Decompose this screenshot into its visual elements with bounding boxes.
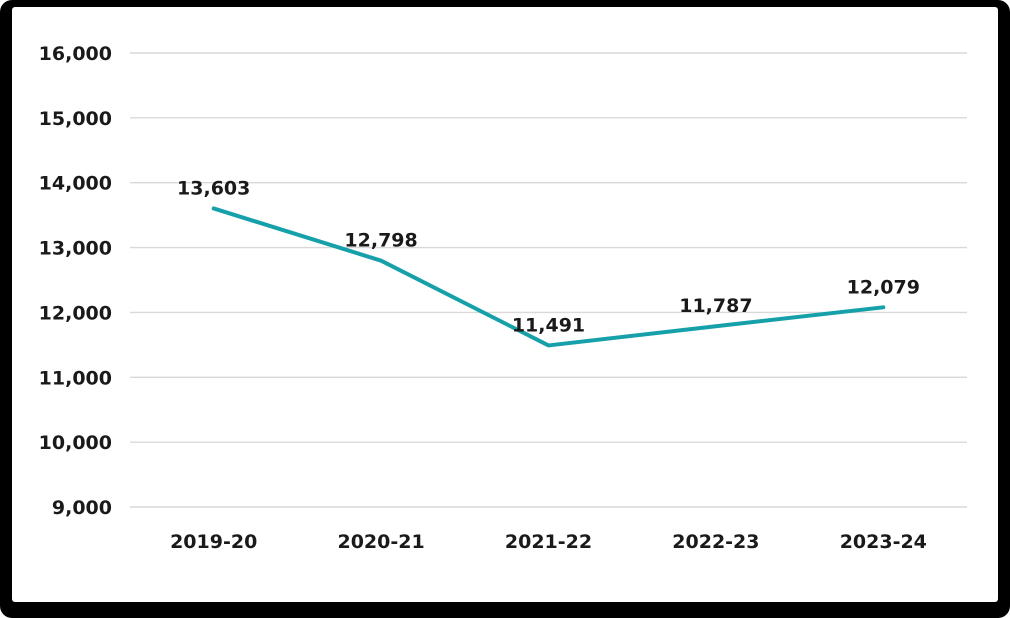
chart-surface: 16,000 15,000 14,000 13,000 12,000 11,000 10,0… [12,7,998,602]
data-label: 12,798 [344,230,417,252]
data-label: 11,787 [679,295,752,317]
x-tick-label: 2019-20 [170,531,257,553]
x-tick-label: 2022-23 [672,531,759,553]
data-label: 11,491 [512,314,585,336]
y-tick-label: 14,000 [39,173,112,195]
x-tick-label: 2023-24 [840,531,927,553]
x-tick-label: 2021-22 [505,531,592,553]
y-tick-label: 16,000 [39,43,112,65]
data-series-line [211,206,886,348]
y-tick-label: 10,000 [39,432,112,454]
y-tick-label: 12,000 [39,302,112,324]
y-tick-label: 11,000 [39,367,112,389]
data-label: 12,079 [847,276,920,298]
y-tick-label: 13,000 [39,238,112,260]
line-chart: 16,000 15,000 14,000 13,000 12,000 11,000 10,0… [39,43,967,553]
x-tick-label: 2020-21 [337,531,424,553]
y-tick-label: 15,000 [39,108,112,130]
data-label: 13,603 [177,177,250,199]
y-tick-label: 9,000 [52,497,112,519]
